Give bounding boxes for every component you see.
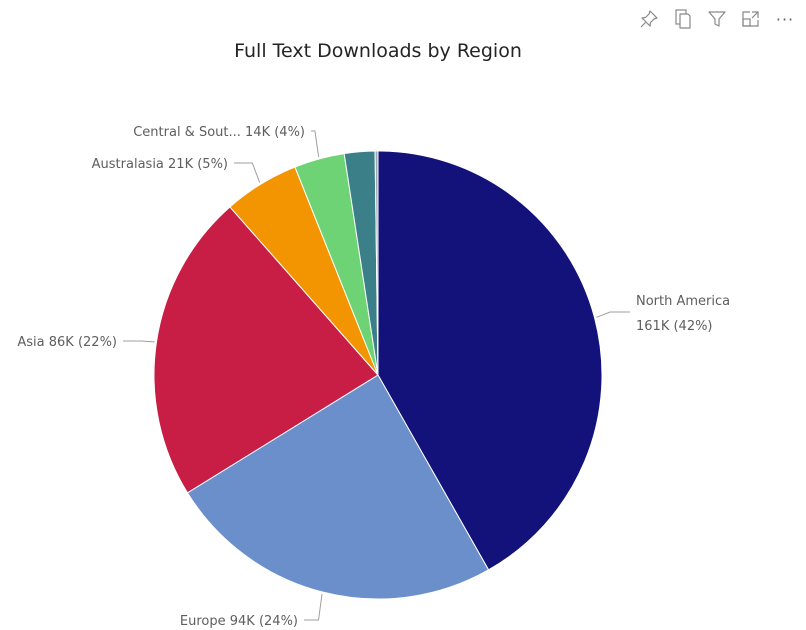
more-options-button[interactable]: ··· [770, 6, 800, 32]
focus-mode-icon [742, 11, 759, 27]
focus-mode-button[interactable] [736, 6, 766, 32]
pin-icon [640, 10, 658, 28]
data-label: 161K (42%) [636, 319, 713, 334]
visual-header-toolbar: ··· [634, 6, 800, 32]
data-label: Europe 94K (24%) [180, 614, 298, 629]
data-label: Central & Sout... 14K (4%) [133, 125, 305, 140]
filter-button[interactable] [702, 6, 732, 32]
pin-button[interactable] [634, 6, 664, 32]
leader-line [311, 130, 320, 158]
copy-button[interactable] [668, 6, 698, 32]
chart-title: Full Text Downloads by Region [234, 40, 522, 62]
pie-slice-other-6[interactable] [374, 150, 379, 376]
pie-slice-asia[interactable] [153, 206, 379, 494]
pie-slice-europe[interactable] [186, 374, 490, 600]
data-label: Australasia 21K (5%) [92, 157, 228, 172]
leader-line [123, 340, 155, 343]
data-label: Asia 86K (22%) [17, 335, 117, 350]
more-options-icon: ··· [775, 9, 795, 29]
copy-icon [675, 9, 691, 29]
leader-line [596, 311, 630, 318]
filter-icon [708, 11, 726, 27]
pie-slice-north-america[interactable] [377, 150, 603, 571]
leader-line [304, 593, 323, 621]
data-label: North America [636, 294, 730, 309]
leader-line [234, 162, 261, 183]
